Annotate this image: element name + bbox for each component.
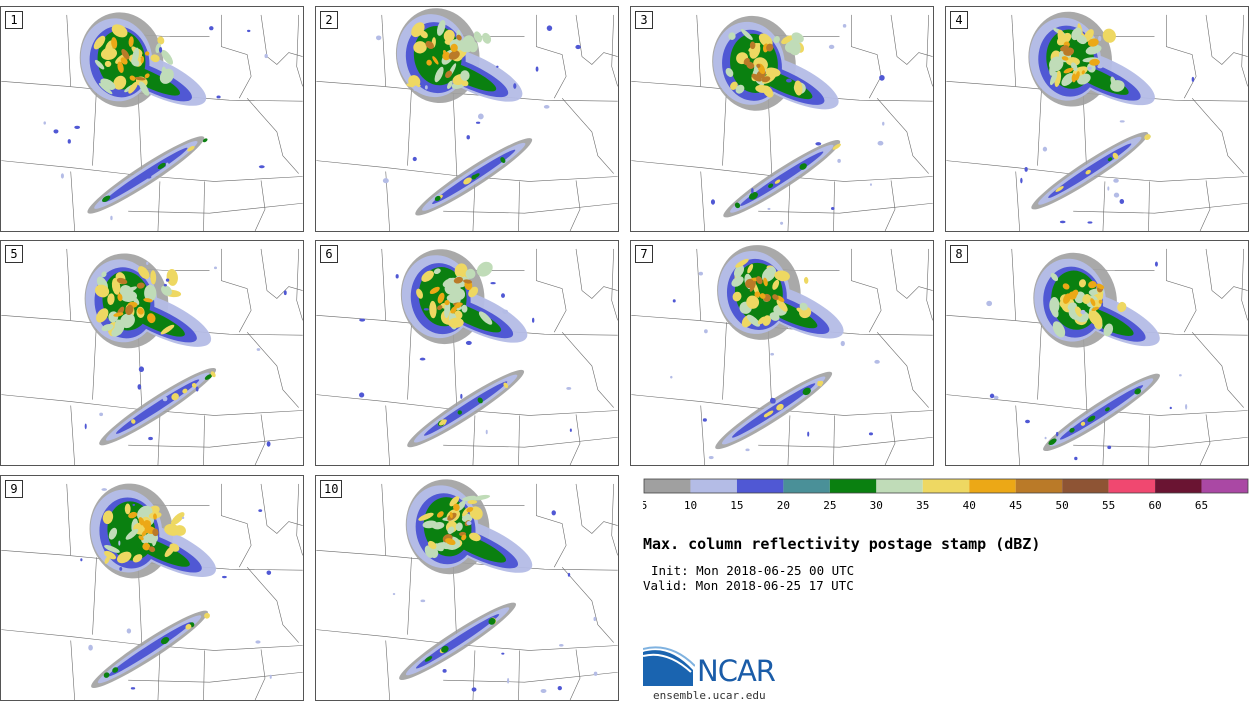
reflectivity-map <box>316 479 618 700</box>
reflectivity-map <box>631 245 933 465</box>
colorbar-swatch <box>644 479 691 493</box>
website-url: ensemble.ucar.edu <box>653 689 766 702</box>
figure-title: Max. column reflectivity postage stamp (… <box>643 535 1041 553</box>
reflectivity-map <box>316 248 618 465</box>
reflectivity-map <box>1 483 303 700</box>
init-time: Init: Mon 2018-06-25 00 UTC <box>651 563 855 578</box>
colorbar-swatch <box>829 479 877 493</box>
colorbar-tick-label: 50 <box>1056 499 1069 512</box>
colorbar-tick-label: 15 <box>730 499 743 512</box>
postage-stamp-panel: 9 <box>0 475 304 701</box>
colorbar-tick-label: 55 <box>1102 499 1115 512</box>
colorbar-swatch <box>690 479 737 493</box>
reflectivity-map <box>1 12 303 231</box>
colorbar-swatch <box>1155 479 1202 493</box>
reflectivity-map <box>631 14 933 231</box>
colorbar-tick-label: 40 <box>963 499 976 512</box>
ncar-logo: NCAR <box>642 646 793 688</box>
colorbar-tick-label: 65 <box>1195 499 1208 512</box>
colorbar-swatch <box>1108 479 1156 493</box>
colorbar-swatch <box>783 479 830 493</box>
colorbar-swatch <box>876 479 923 493</box>
colorbar-tick-label: 10 <box>684 499 697 512</box>
panel-number: 4 <box>950 11 968 29</box>
postage-stamp-panel: 2 <box>315 6 619 232</box>
colorbar-swatch <box>1015 479 1063 493</box>
panel-number: 2 <box>320 11 338 29</box>
postage-stamp-panel: 1 <box>0 6 304 232</box>
postage-stamp-panel: 4 <box>945 6 1249 232</box>
postage-stamp-panel: 7 <box>630 240 934 466</box>
colorbar-swatch <box>1201 479 1248 493</box>
colorbar-tick-label: 5 <box>643 499 647 512</box>
panel-number: 10 <box>320 480 343 498</box>
colorbar-tick-label: 60 <box>1148 499 1161 512</box>
colorbar-swatch <box>1062 479 1109 493</box>
ncar-swoosh-icon <box>642 646 696 686</box>
colorbar-tick-label: 20 <box>777 499 790 512</box>
panel-number: 7 <box>635 245 653 263</box>
postage-stamp-panel: 10 <box>315 475 619 701</box>
panel-number: 5 <box>5 245 23 263</box>
postage-stamp-panel: 6 <box>315 240 619 466</box>
postage-stamp-panel: 3 <box>630 6 934 232</box>
colorbar-tick-label: 30 <box>870 499 883 512</box>
colorbar-swatch <box>969 479 1016 493</box>
reflectivity-map <box>1 248 303 465</box>
postage-stamp-panel: 8 <box>945 240 1249 466</box>
postage-stamp-panel: 5 <box>0 240 304 466</box>
reflectivity-map <box>946 248 1248 465</box>
colorbar-tick-label: 45 <box>1009 499 1022 512</box>
valid-time: Valid: Mon 2018-06-25 17 UTC <box>643 578 854 593</box>
colorbar-tick-label: 25 <box>823 499 836 512</box>
panel-number: 6 <box>320 245 338 263</box>
reflectivity-map <box>946 11 1248 231</box>
panel-number: 8 <box>950 245 968 263</box>
reflectivity-colorbar: 5 10 15 20 25 30 35 40 45 50 55 60 65 <box>643 478 1249 512</box>
panel-number: 3 <box>635 11 653 29</box>
colorbar-swatch <box>922 479 970 493</box>
panel-number: 9 <box>5 480 23 498</box>
colorbar-swatch <box>736 479 784 493</box>
reflectivity-map <box>316 8 618 231</box>
ncar-logo-text: NCAR <box>697 654 776 688</box>
panel-number: 1 <box>5 11 23 29</box>
colorbar-tick-label: 35 <box>916 499 929 512</box>
